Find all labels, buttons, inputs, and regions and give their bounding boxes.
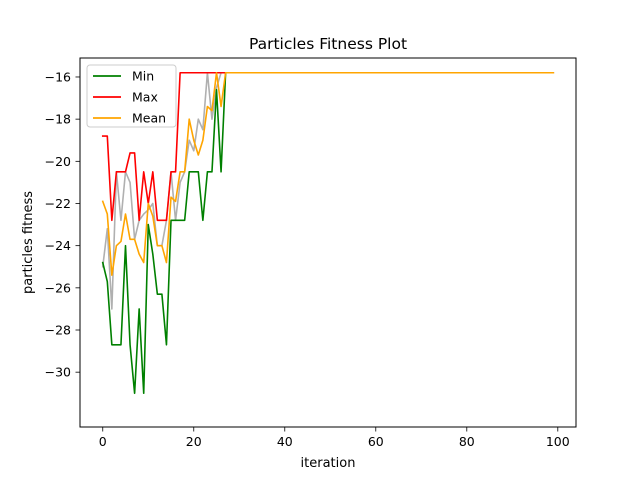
y-tick-label: −20 (45, 154, 71, 169)
x-axis: 0 20 40 60 80 100 (99, 427, 570, 449)
series-line-mean (101, 71, 555, 276)
x-tick-label: 60 (368, 434, 384, 449)
x-tick-label: 80 (459, 434, 475, 449)
x-axis-title: iteration (301, 456, 356, 471)
series-layer (101, 71, 555, 395)
y-tick-label: −28 (45, 323, 71, 338)
legend-label-min: Min (132, 69, 154, 84)
y-axis: −30 −28 −26 −24 −22 −20 −18 −16 (45, 69, 80, 380)
y-tick-label: −30 (45, 365, 71, 380)
legend: Min Max Mean (86, 64, 177, 128)
y-tick-label: −16 (45, 69, 71, 84)
y-tick-label: −18 (45, 112, 71, 127)
y-tick-label: −22 (45, 196, 71, 211)
y-axis-title: particles fitness (21, 191, 36, 294)
y-tick-label: −24 (45, 238, 71, 253)
legend-label-max: Max (132, 90, 158, 105)
x-tick-label: 100 (546, 434, 570, 449)
x-tick-label: 0 (99, 434, 107, 449)
series-line-min (101, 71, 555, 395)
y-tick-label: −26 (45, 280, 71, 295)
legend-label-mean: Mean (132, 111, 166, 126)
series-line-max (101, 71, 555, 222)
chart-title: Particles Fitness Plot (249, 35, 407, 53)
x-tick-label: 20 (186, 434, 202, 449)
plot-frame (79, 57, 577, 428)
legend-box (86, 64, 177, 128)
x-tick-label: 40 (277, 434, 293, 449)
